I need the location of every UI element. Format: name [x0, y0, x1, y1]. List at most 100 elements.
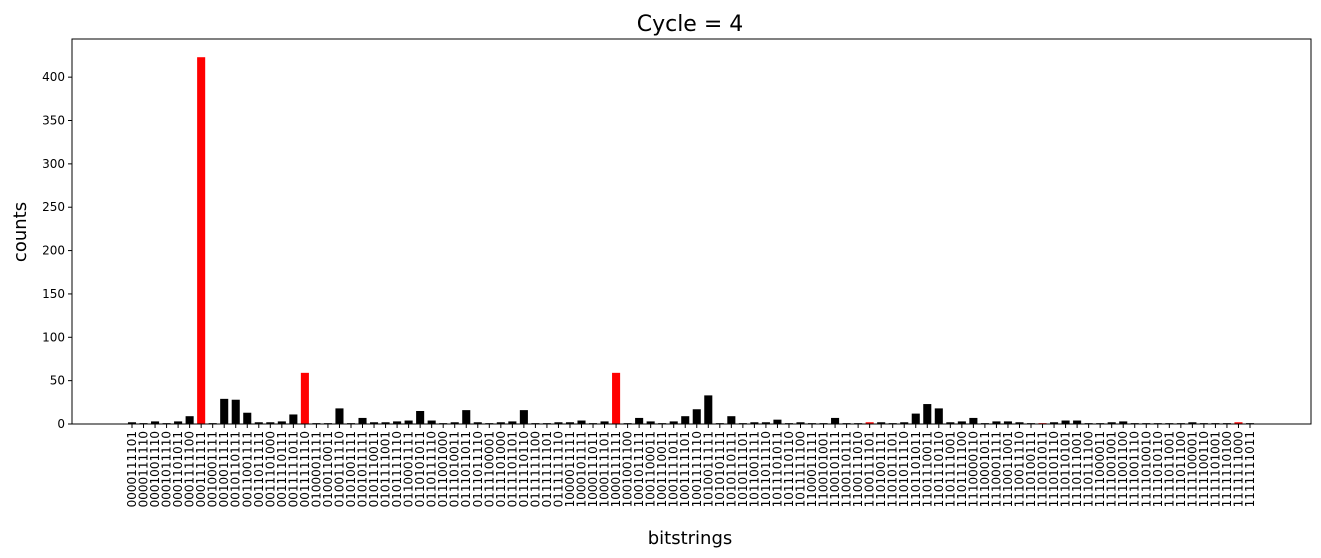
x-tick-label: 1101011110 [897, 431, 911, 507]
bar [404, 420, 413, 424]
bar [773, 419, 782, 424]
x-tick-label: 0111110110 [517, 431, 531, 507]
bar [127, 422, 137, 424]
bar [612, 372, 621, 424]
bar [393, 421, 402, 424]
x-tick-label: 1000011111 [563, 431, 577, 507]
bar [704, 395, 713, 424]
x-tick-label: 1110101110 [1047, 431, 1061, 507]
bar [946, 422, 955, 424]
bar [197, 57, 206, 424]
x-tick-label: 0110101011 [413, 431, 427, 507]
x-tick-label: 0000111101 [125, 431, 139, 507]
bar [600, 421, 609, 424]
x-tick-label: 1010011111 [701, 431, 715, 507]
bar [358, 417, 367, 424]
x-tick-label: 1101111100 [955, 431, 969, 507]
x-tick-label: 0101111001 [379, 431, 393, 507]
x-tick-label: 1110001111 [989, 431, 1003, 507]
bar [969, 417, 978, 424]
x-tick-label: 1111111000 [1231, 431, 1245, 507]
bar [335, 408, 344, 424]
x-tick-label: 1001110011 [655, 431, 669, 507]
x-tick-label: 0001111100 [183, 431, 197, 507]
bar [151, 421, 160, 424]
x-tick-label: 0100110011 [321, 431, 335, 507]
bar [1061, 420, 1070, 424]
bar [727, 416, 736, 424]
y-tick-label: 0 [57, 417, 65, 431]
y-tick-label: 400 [42, 70, 65, 84]
bar [1234, 422, 1243, 424]
bar [877, 422, 886, 424]
bar [174, 421, 183, 424]
bar [565, 422, 575, 424]
x-tick-label: 0011111011 [286, 431, 300, 507]
x-tick-label: 0011110111 [275, 431, 289, 507]
x-tick-label: 1101011101 [886, 431, 900, 507]
bar [450, 422, 459, 424]
x-tick-label: 1110111100 [1082, 431, 1096, 507]
x-tick-label: 1110011110 [1012, 431, 1026, 507]
x-tick-label: 1111001100 [1116, 431, 1130, 507]
x-tick-label: 0111001000 [436, 431, 450, 507]
x-tick-label: 1001111110 [690, 431, 704, 507]
x-tick-label: 0110001111 [402, 431, 416, 507]
x-tick-label: 0111111101 [540, 431, 554, 507]
bar [646, 421, 655, 424]
x-tick-label: 1011101011 [770, 431, 784, 507]
y-tick-label: 350 [42, 114, 65, 128]
x-tick-label: 0101110011 [367, 431, 381, 507]
x-tick-label: 0111011110 [471, 431, 485, 507]
x-tick-label: 1101110011 [920, 431, 934, 507]
x-tick-label: 0111011011 [459, 431, 473, 507]
bar [992, 421, 1001, 424]
bar [231, 399, 240, 424]
x-tick-label: 0011011111 [252, 431, 266, 507]
x-tick-label: 1010101111 [713, 431, 727, 507]
x-tick-label: 0111111100 [528, 431, 542, 507]
x-tick-label: 1100101111 [828, 431, 842, 507]
bar [1015, 422, 1024, 424]
x-tick-label: 1001100011 [644, 431, 658, 507]
x-tick-label: 0100111110 [332, 431, 346, 507]
x-tick-label: 1110100111 [1024, 431, 1038, 507]
bar [865, 422, 874, 424]
bar [1188, 422, 1197, 424]
x-tick-label: 1010111101 [736, 431, 750, 507]
x-tick-label: 0001111111 [194, 431, 208, 507]
x-tick-label: 1111101001 [1208, 431, 1222, 507]
x-tick-label: 0011111110 [298, 431, 312, 507]
x-tick-label: 1111011100 [1174, 431, 1188, 507]
x-tick-label: 1111000011 [1093, 431, 1107, 507]
bar [831, 417, 840, 424]
bar [900, 422, 909, 424]
x-tick-label: 1111100001 [1185, 431, 1199, 507]
bar [427, 420, 436, 424]
x-tick-label: 1110001011 [978, 431, 992, 507]
bar [692, 409, 701, 424]
x-tick-label: 1000111011 [586, 431, 600, 507]
bar [911, 413, 920, 424]
bar [923, 404, 932, 424]
y-tick-label: 250 [42, 200, 65, 214]
bar [370, 422, 379, 424]
bar [266, 422, 275, 424]
bar [1119, 421, 1128, 424]
x-tick-label: 1011110110 [782, 431, 796, 507]
x-tick-label: 0010001111 [206, 431, 220, 507]
x-axis-label: bitstrings [648, 528, 733, 549]
y-tick-label: 100 [42, 330, 65, 344]
bar [300, 372, 309, 424]
x-tick-label: 1100101001 [817, 431, 831, 507]
x-tick-label: 0111100001 [482, 431, 496, 507]
x-tick-label: 1101001111 [874, 431, 888, 507]
bar [220, 398, 229, 424]
bar [681, 416, 690, 424]
x-tick-label: 0010110111 [229, 431, 243, 507]
x-tick-label: 1110111001 [1070, 431, 1084, 507]
x-tick-label: 1101111001 [943, 431, 957, 507]
x-tick-label: 1111110100 [1220, 431, 1234, 507]
